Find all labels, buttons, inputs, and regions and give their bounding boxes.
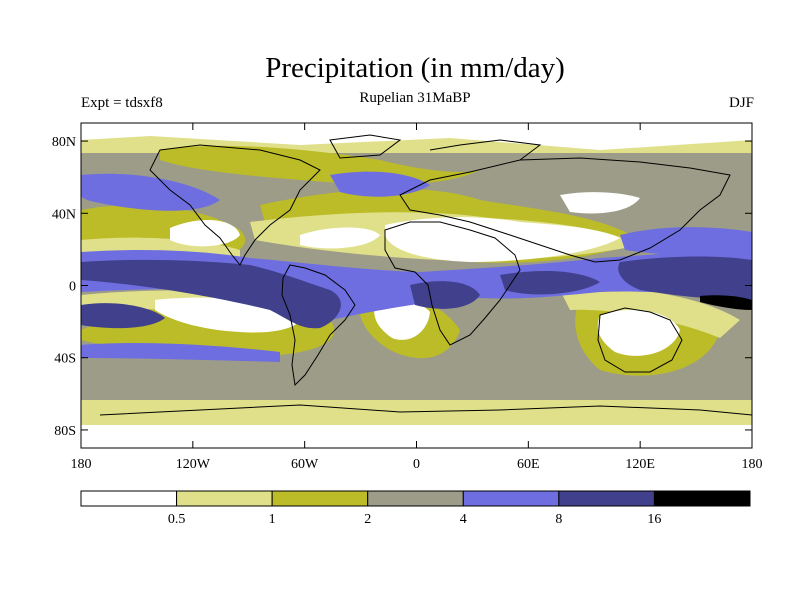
colorbar-swatch — [367, 490, 464, 507]
latitude-axis: 80N 40N 0 40S 80S — [52, 135, 752, 439]
colorbar-swatch — [271, 490, 369, 507]
map-subtitle: Rupelian 31MaBP — [359, 90, 471, 106]
colorbar-swatch — [80, 490, 178, 507]
longitude-axis: 180 120W 60W 0 60E 120E 180 — [71, 123, 763, 472]
colorbar-swatch — [653, 490, 751, 507]
experiment-label: Expt = tdsxf8 — [81, 95, 163, 111]
colorbar-swatch — [558, 490, 655, 507]
lon-tick-label: 180 — [71, 457, 92, 472]
season-label: DJF — [728, 95, 754, 111]
precipitation-field — [81, 123, 752, 448]
lon-tick-label: 60E — [517, 457, 540, 472]
map-title: Precipitation (in mm/day) — [265, 52, 565, 84]
colorbar-label: 2 — [364, 512, 371, 527]
lat-tick-label: 40N — [52, 207, 76, 222]
colorbar-label: 1 — [269, 512, 276, 527]
lon-tick-label: 180 — [742, 457, 763, 472]
colorbar: 0.5 1 2 4 8 16 — [80, 490, 751, 527]
colorbar-label: 16 — [647, 512, 661, 527]
colorbar-swatch — [462, 490, 560, 507]
coastlines — [99, 134, 752, 416]
lat-tick-label: 80N — [52, 135, 76, 150]
lat-tick-label: 80S — [54, 424, 76, 439]
lat-tick-label: 0 — [69, 280, 76, 295]
lon-tick-label: 120W — [176, 457, 211, 472]
colorbar-label: 4 — [460, 512, 467, 527]
lat-tick-label: 40S — [54, 352, 76, 367]
colorbar-label: 8 — [555, 512, 562, 527]
colorbar-label: 0.5 — [168, 512, 186, 527]
lon-tick-label: 120E — [625, 457, 655, 472]
lon-tick-label: 0 — [413, 457, 420, 472]
lon-tick-label: 60W — [291, 457, 319, 472]
colorbar-swatch — [176, 490, 273, 507]
